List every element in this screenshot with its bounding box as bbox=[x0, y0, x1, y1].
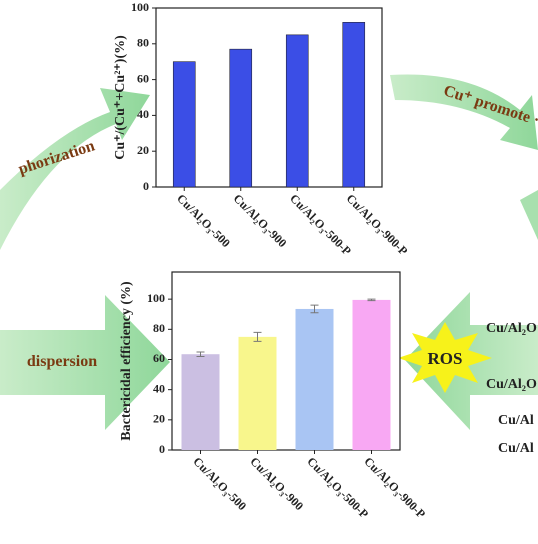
y-axis-label: Bactericidal efficiency (%) bbox=[119, 281, 134, 441]
x-tick-label: Cu/Al₂O₃-500 bbox=[174, 191, 233, 250]
bar bbox=[238, 336, 277, 450]
side-label: Cu/Al bbox=[498, 441, 534, 456]
side-label: Cu/Al bbox=[498, 413, 534, 428]
x-tick-label: Cu/Al₂O₃-500-P bbox=[304, 454, 371, 521]
bar bbox=[181, 354, 220, 450]
y-tick-label: 100 bbox=[147, 291, 165, 305]
y-tick-label: 80 bbox=[153, 321, 165, 335]
y-tick-label: 40 bbox=[137, 107, 149, 121]
y-tick-label: 0 bbox=[143, 179, 149, 193]
x-tick-label: Cu/Al₂O₃-500 bbox=[190, 454, 249, 513]
arrow bbox=[390, 74, 538, 150]
bar bbox=[342, 22, 366, 188]
bar bbox=[285, 34, 309, 188]
y-tick-label: 60 bbox=[137, 71, 149, 85]
error-bar bbox=[367, 298, 376, 302]
y-tick-label: 60 bbox=[153, 351, 165, 365]
y-tick-label: 100 bbox=[131, 0, 149, 14]
y-tick-label: 0 bbox=[159, 442, 165, 456]
annotation: dispersion bbox=[27, 353, 97, 370]
arrow bbox=[0, 88, 150, 250]
x-tick-label: Cu/Al₂O₃-900 bbox=[247, 454, 306, 513]
bar bbox=[172, 61, 196, 188]
side-label: Cu/Al₂O bbox=[486, 377, 537, 392]
x-tick-label: Cu/Al₂O₃-900 bbox=[231, 191, 290, 250]
arrow bbox=[520, 190, 538, 240]
y-tick-label: 20 bbox=[137, 143, 149, 157]
ros-label: ROS bbox=[428, 349, 463, 368]
bar bbox=[229, 48, 253, 188]
bar bbox=[295, 308, 334, 450]
y-axis-label: Cu⁺/(Cu⁺+Cu²⁺)(%) bbox=[113, 35, 128, 160]
error-bar bbox=[196, 351, 205, 357]
bar bbox=[352, 299, 391, 450]
y-tick-label: 20 bbox=[153, 412, 165, 426]
error-bar bbox=[253, 331, 262, 342]
ros-star bbox=[398, 322, 492, 393]
side-label: Cu/Al₂O bbox=[486, 321, 537, 336]
y-tick-label: 40 bbox=[153, 381, 165, 395]
error-bar bbox=[310, 304, 319, 314]
x-tick-label: Cu/Al₂O₃-900-P bbox=[361, 454, 428, 521]
arrow bbox=[0, 295, 170, 430]
y-tick-label: 80 bbox=[137, 36, 149, 50]
